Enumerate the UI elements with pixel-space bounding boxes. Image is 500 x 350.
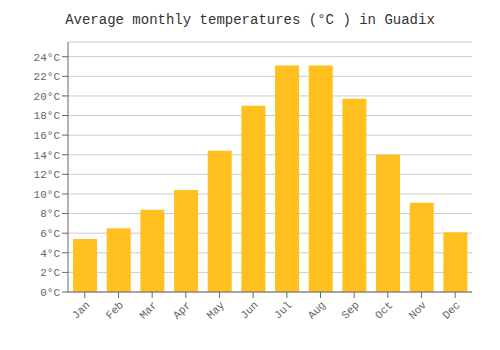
svg-text:22°C: 22°C bbox=[34, 71, 61, 83]
svg-text:Jul: Jul bbox=[272, 299, 294, 321]
svg-text:6°C: 6°C bbox=[40, 228, 60, 240]
svg-text:Oct: Oct bbox=[373, 299, 395, 321]
svg-text:Feb: Feb bbox=[104, 299, 126, 321]
svg-text:Jun: Jun bbox=[238, 299, 260, 321]
html-text:Average monthly temperatures (: Average monthly temperatures (°C ) in Gu… bbox=[65, 12, 435, 28]
svg-text:2°C: 2°C bbox=[40, 267, 60, 279]
svg-text:16°C: 16°C bbox=[34, 130, 61, 142]
svg-text:20°C: 20°C bbox=[34, 91, 61, 103]
svg-text:May: May bbox=[205, 299, 228, 322]
svg-text:18°C: 18°C bbox=[34, 110, 61, 122]
svg-text:14°C: 14°C bbox=[34, 150, 61, 162]
svg-text:0°C: 0°C bbox=[40, 287, 60, 299]
svg-text:10°C: 10°C bbox=[34, 189, 61, 201]
svg-text:Mar: Mar bbox=[137, 299, 159, 321]
svg-text:Sep: Sep bbox=[339, 299, 361, 321]
svg-text:4°C: 4°C bbox=[40, 248, 60, 260]
svg-text:8°C: 8°C bbox=[40, 208, 60, 220]
svg-text:24°C: 24°C bbox=[34, 52, 61, 64]
svg-text:Dec: Dec bbox=[440, 299, 462, 321]
svg-text:Apr: Apr bbox=[171, 299, 193, 321]
svg-text:Aug: Aug bbox=[306, 299, 328, 321]
svg-text:12°C: 12°C bbox=[34, 169, 61, 181]
svg-text:Jan: Jan bbox=[70, 299, 92, 321]
svg-text:Nov: Nov bbox=[407, 299, 430, 322]
